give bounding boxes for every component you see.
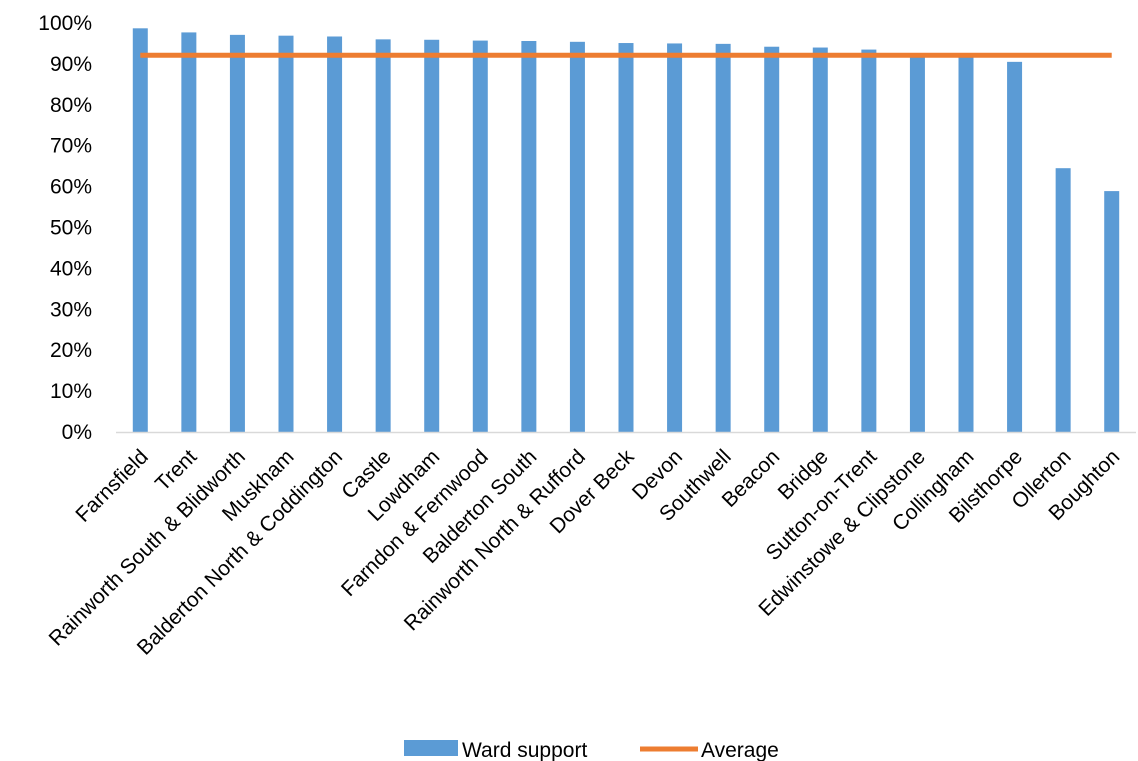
- legend-label-ward-support: Ward support: [462, 739, 587, 761]
- bar: [1007, 61, 1023, 432]
- y-tick-label: 60%: [50, 176, 92, 199]
- bar: [861, 49, 877, 433]
- legend-swatch-ward-support: [404, 740, 458, 756]
- bar: [958, 55, 974, 432]
- bar: [327, 36, 343, 432]
- legend: Ward support Average: [404, 739, 779, 761]
- bar: [472, 40, 488, 432]
- bar: [1104, 191, 1120, 432]
- y-tick-label: 70%: [50, 135, 92, 158]
- y-tick-label: 100%: [38, 12, 92, 35]
- bar: [229, 34, 245, 433]
- bar: [375, 39, 391, 433]
- bar: [764, 46, 780, 433]
- y-tick-label: 20%: [50, 339, 92, 362]
- legend-label-average: Average: [701, 739, 779, 761]
- bar: [278, 35, 294, 432]
- y-tick-label: 40%: [50, 257, 92, 280]
- y-tick-label: 80%: [50, 94, 92, 117]
- bar: [1055, 168, 1071, 432]
- bar: [181, 32, 197, 432]
- bar: [618, 43, 634, 432]
- bar: [715, 43, 731, 432]
- y-tick-label: 30%: [50, 298, 92, 321]
- bar: [132, 28, 148, 433]
- y-tick-label: 10%: [50, 380, 92, 403]
- bar: [424, 39, 440, 432]
- bar: [569, 41, 585, 433]
- y-axis: 0% 10% 20% 30% 40% 50% 60% 70% 80% 90% 100%: [38, 12, 92, 444]
- x-tick-label: Farnsfield: [71, 445, 152, 526]
- y-tick-label: 90%: [50, 53, 92, 76]
- bar: [909, 54, 925, 433]
- bars: [132, 28, 1120, 433]
- y-tick-label: 0%: [62, 421, 92, 444]
- bar: [812, 47, 828, 432]
- y-tick-label: 50%: [50, 217, 92, 240]
- bar: [521, 40, 537, 432]
- x-tick-label: Rainworth South & Blidworth: [45, 445, 250, 650]
- bar: [667, 43, 683, 432]
